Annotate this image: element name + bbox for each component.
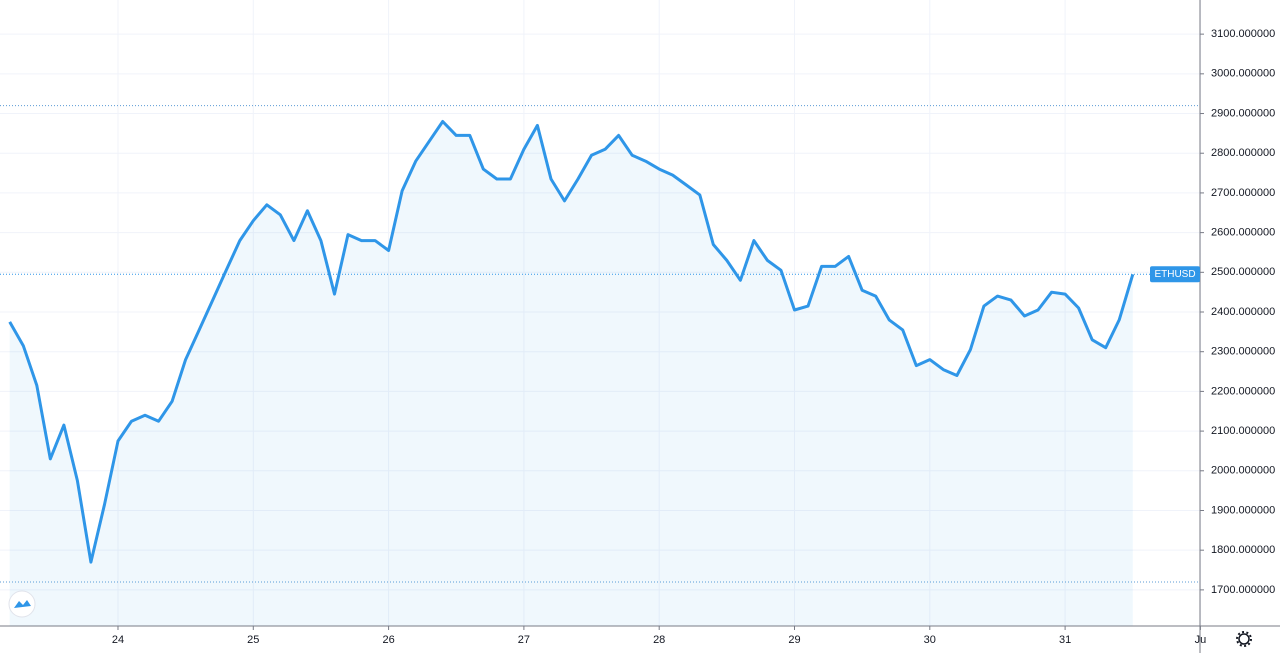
y-tick-label: 3100.000000 (1211, 28, 1275, 40)
x-tick-label: 27 (518, 634, 530, 646)
y-tick-label: 2400.000000 (1211, 306, 1275, 318)
x-tick-label: 26 (382, 634, 394, 646)
settings-icon[interactable] (1236, 631, 1252, 647)
x-tick-label: 29 (788, 634, 800, 646)
y-tick-label: 2800.000000 (1211, 147, 1275, 159)
x-tick-label: 30 (924, 634, 936, 646)
y-tick-label: 2100.000000 (1211, 425, 1275, 437)
y-tick-label: 1800.000000 (1211, 544, 1275, 556)
y-tick-label: 2700.000000 (1211, 187, 1275, 199)
gear-teeth[interactable] (1236, 631, 1252, 647)
y-tick-label: 2300.000000 (1211, 346, 1275, 358)
logo-icon[interactable] (14, 600, 31, 608)
y-tick-label: 1900.000000 (1211, 504, 1275, 516)
gear-ring[interactable] (1238, 633, 1250, 645)
x-tick-label: 24 (112, 634, 124, 646)
y-tick-label: 1700.000000 (1211, 584, 1275, 596)
x-tick-label: 28 (653, 634, 665, 646)
grid (0, 0, 1201, 626)
area-fill (9, 121, 1133, 626)
y-tick-label: 2600.000000 (1211, 227, 1275, 239)
series-label-bg (1150, 266, 1200, 283)
y-tick-label: 2900.000000 (1211, 107, 1275, 119)
x-tick-label: Ju (1195, 634, 1207, 646)
x-tick-label: 31 (1059, 634, 1071, 646)
logo[interactable] (8, 590, 36, 618)
series-label: ETHUSD (1154, 269, 1195, 280)
price-line (8, 120, 1135, 564)
y-tick-label: 2500.000000 (1211, 266, 1275, 278)
x-tick-label: 25 (247, 634, 259, 646)
axes: 1700.000000 1800.000000 1900.000000 2000.00… (112, 28, 1275, 646)
y-tick-label: 3000.000000 (1211, 68, 1275, 80)
plot (0, 105, 1200, 626)
y-tick-label: 2000.000000 (1211, 465, 1275, 477)
y-tick-label: 2200.000000 (1211, 385, 1275, 397)
